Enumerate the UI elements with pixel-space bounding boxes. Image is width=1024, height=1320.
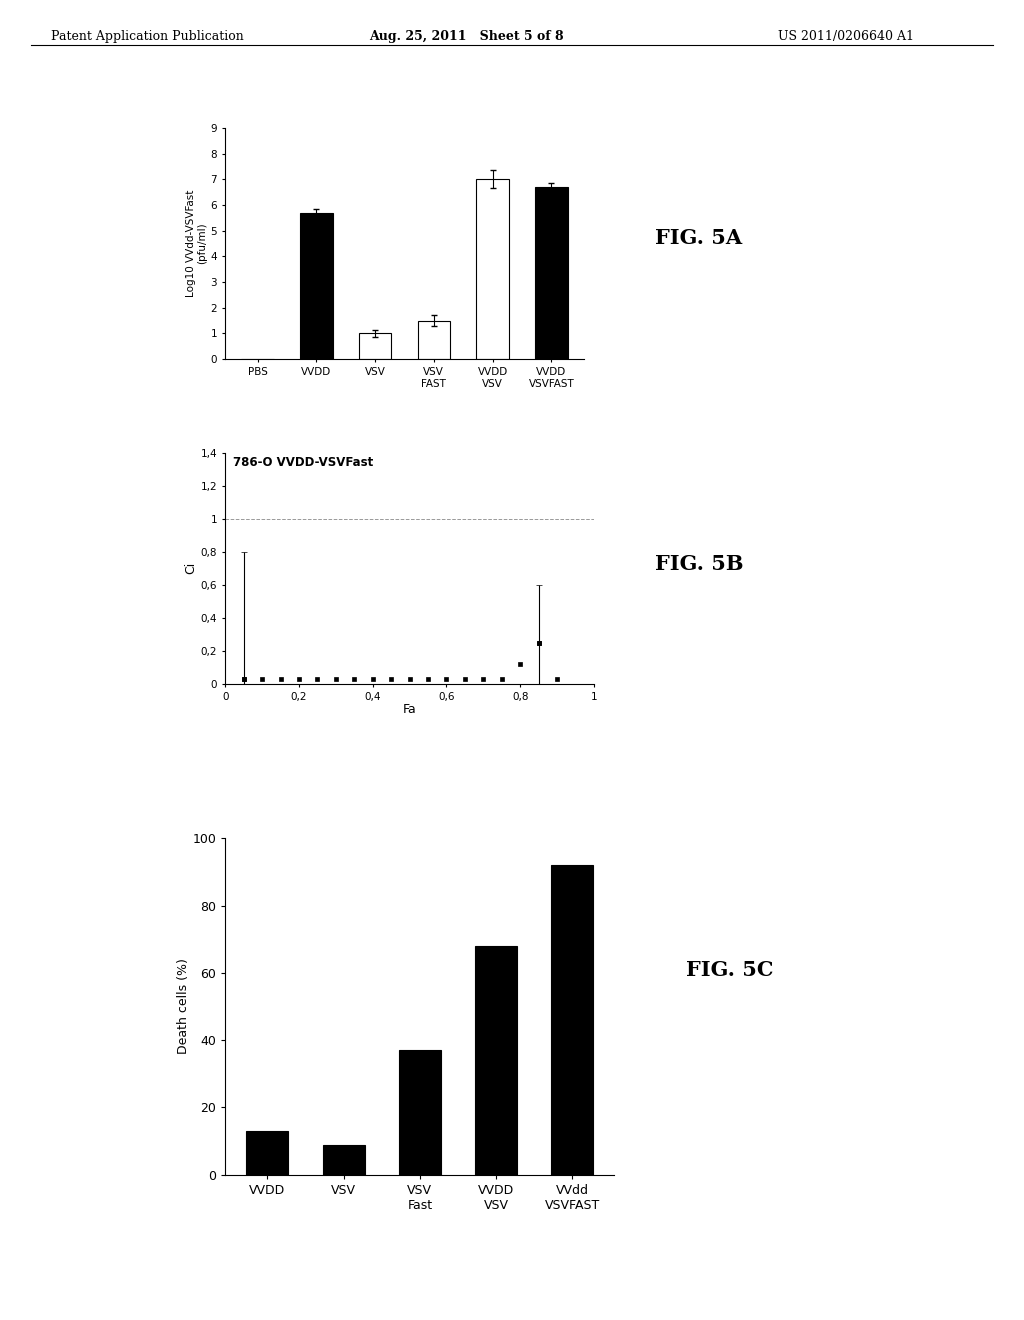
Bar — [399, 1051, 440, 1175]
Text: 786-O VVDD-VSVFast: 786-O VVDD-VSVFast — [232, 455, 373, 469]
Bar — [246, 1131, 288, 1175]
Bar — [418, 321, 450, 359]
Bar — [552, 865, 594, 1175]
Text: FIG. 5B: FIG. 5B — [655, 553, 743, 574]
Y-axis label: Log10 VVdd-VSVFast
(pfu/ml): Log10 VVdd-VSVFast (pfu/ml) — [186, 190, 208, 297]
Text: Aug. 25, 2011   Sheet 5 of 8: Aug. 25, 2011 Sheet 5 of 8 — [369, 30, 563, 44]
Bar — [475, 946, 517, 1175]
Text: FIG. 5C: FIG. 5C — [686, 960, 773, 981]
Text: FIG. 5A: FIG. 5A — [655, 227, 742, 248]
Bar — [359, 334, 391, 359]
Bar — [536, 187, 567, 359]
Y-axis label: Death cells (%): Death cells (%) — [176, 958, 189, 1055]
Y-axis label: Ci: Ci — [184, 562, 198, 574]
Text: Patent Application Publication: Patent Application Publication — [51, 30, 244, 44]
X-axis label: Fa: Fa — [402, 704, 417, 717]
Bar — [476, 180, 509, 359]
Text: US 2011/0206640 A1: US 2011/0206640 A1 — [778, 30, 914, 44]
Bar — [300, 213, 333, 359]
Bar — [323, 1144, 365, 1175]
